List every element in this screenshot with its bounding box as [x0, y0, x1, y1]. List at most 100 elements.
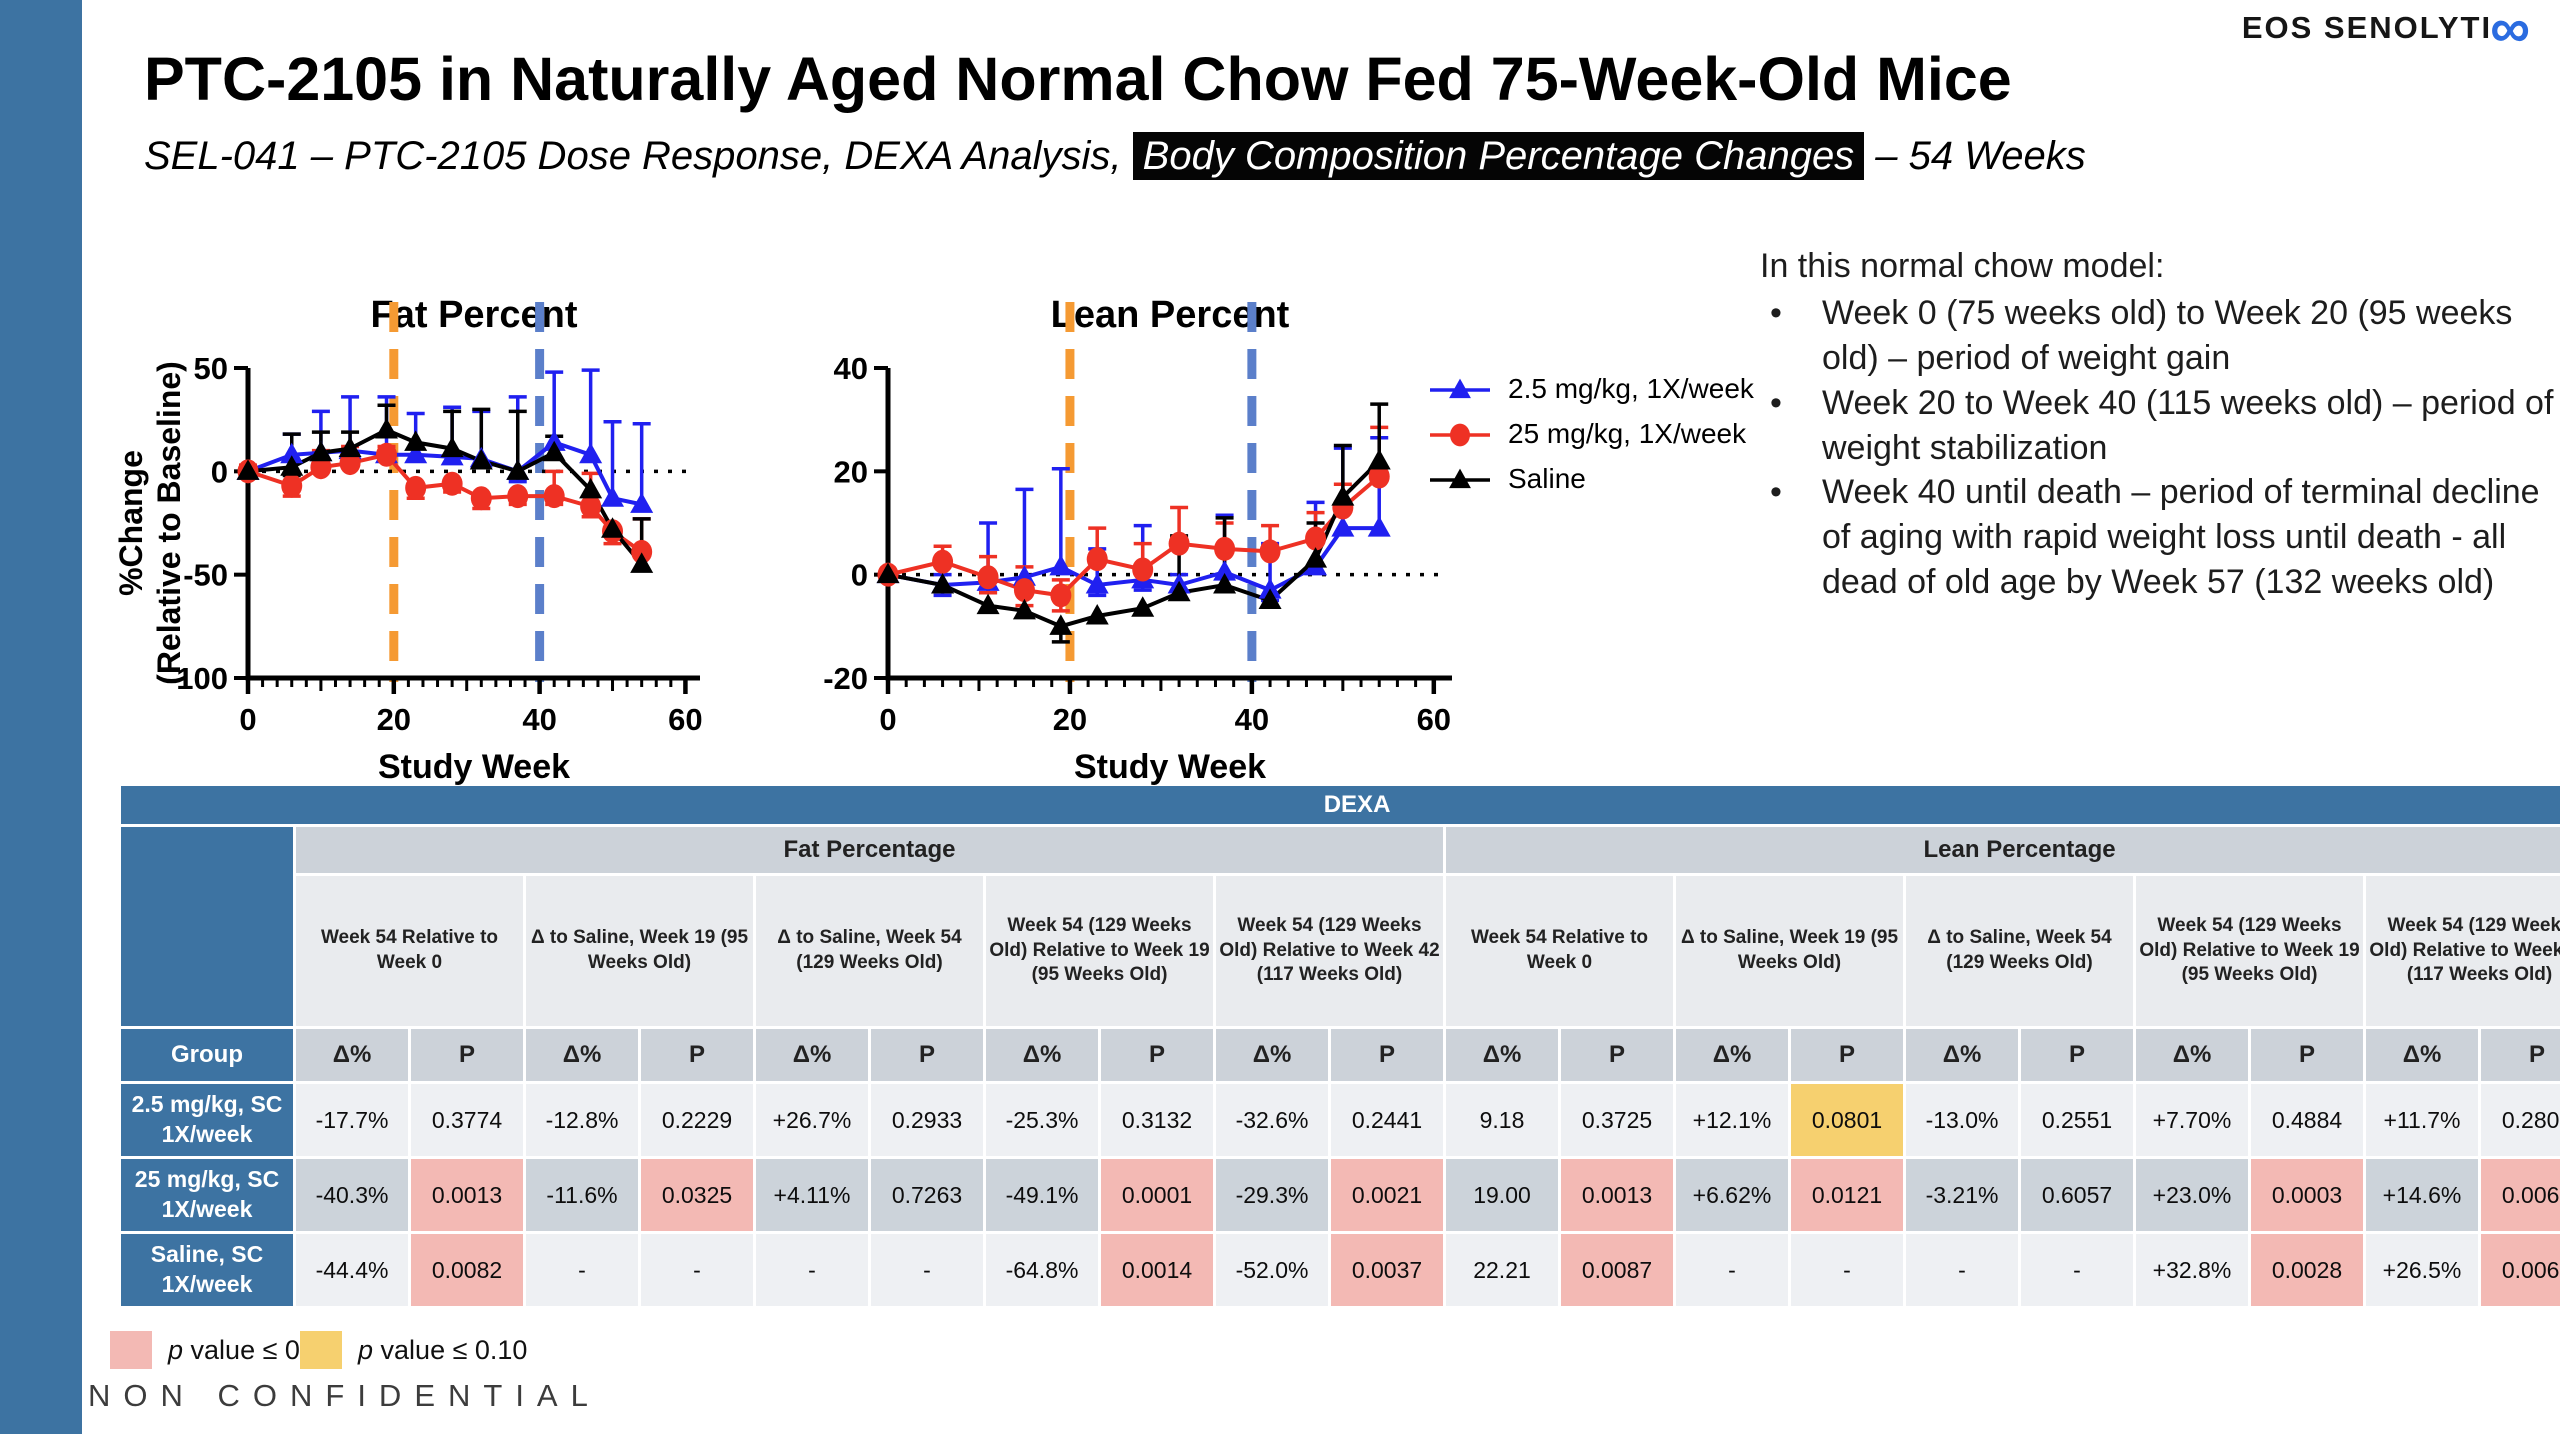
data-cell: -13.0% [1906, 1084, 2018, 1156]
table-subheader: Δ to Saline, Week 19 (95 Weeks Old) [1676, 876, 1903, 1026]
data-cell: +14.6% [2366, 1159, 2478, 1231]
table-row: 25 mg/kg, SC 1X/week -40.3% 0.0013 -11.6% 0.… [121, 1159, 2560, 1231]
note-bullet: Week 20 to Week 40 (115 weeks old) – per… [1760, 381, 2560, 471]
p-header: P [1791, 1029, 1903, 1081]
table-corner-cell [121, 827, 293, 1026]
table-subheader: Week 54 Relative to Week 0 [296, 876, 523, 1026]
data-cell: - [756, 1234, 868, 1306]
p-italic: p [168, 1334, 184, 1365]
fat-percent-chart: Fat Percent 50 0 -50 -100 0 20 40 60 Study Week %C… [108, 285, 808, 790]
data-cell: 0.0082 [411, 1234, 523, 1306]
svg-text:Study Week: Study Week [1074, 748, 1266, 785]
svg-text:20: 20 [377, 702, 411, 737]
p-header: P [2251, 1029, 2363, 1081]
color-swatch [300, 1331, 342, 1369]
chart-fat-svg: Fat Percent 50 0 -50 -100 0 20 40 60 Study Week %C… [113, 294, 703, 786]
legend-item: Saline [1428, 456, 1754, 501]
data-cell: - [1676, 1234, 1788, 1306]
svg-text:40: 40 [522, 702, 556, 737]
table-subheader: Week 54 Relative to Week 0 [1446, 876, 1673, 1026]
delta-percent-header: Δ% [2136, 1029, 2248, 1081]
svg-text:Study Week: Study Week [378, 748, 570, 785]
data-cell: +12.1% [1676, 1084, 1788, 1156]
data-cell: - [1906, 1234, 2018, 1306]
data-cell: -3.21% [1906, 1159, 2018, 1231]
data-cell: 0.4884 [2251, 1084, 2363, 1156]
table-row: 2.5 mg/kg, SC 1X/week -17.7% 0.3774 -12.8% 0… [121, 1084, 2560, 1156]
data-cell: 0.2441 [1331, 1084, 1443, 1156]
svg-text:-20: -20 [823, 661, 868, 696]
p-header: P [1101, 1029, 1213, 1081]
subtitle-highlight: Body Composition Percentage Changes [1132, 132, 1865, 180]
data-cell: 0.2933 [871, 1084, 983, 1156]
data-cell: 0.3774 [411, 1084, 523, 1156]
table-subheader: Week 54 (129 Weeks Old) Relative to Week… [2366, 876, 2560, 1026]
data-cell: 0.0121 [1791, 1159, 1903, 1231]
table-subheader: Week 54 (129 Weeks Old) Relative to Week… [1216, 876, 1443, 1026]
data-cell: 0.3132 [1101, 1084, 1213, 1156]
legend-label: 2.5 mg/kg, 1X/week [1508, 372, 1754, 404]
data-cell: -11.6% [526, 1159, 638, 1231]
data-cell: 9.18 [1446, 1084, 1558, 1156]
delta-percent-header: Δ% [296, 1029, 408, 1081]
group-column-header: Group [121, 1029, 293, 1081]
notes-list: Week 0 (75 weeks old) to Week 20 (95 wee… [1760, 291, 2560, 605]
table-row: Saline, SC 1X/week -44.4% 0.0082- - - - -64.8%… [121, 1234, 2560, 1306]
table-subheader: Δ to Saline, Week 54 (129 Weeks Old) [1906, 876, 2133, 1026]
data-cell: 0.2551 [2021, 1084, 2133, 1156]
data-cell: +26.7% [756, 1084, 868, 1156]
data-cell: -32.6% [1216, 1084, 1328, 1156]
row-group-label: 2.5 mg/kg, SC 1X/week [121, 1084, 293, 1156]
svg-text:-50: -50 [183, 558, 228, 593]
table-subheader: Δ to Saline, Week 19 (95 Weeks Old) [526, 876, 753, 1026]
data-cell: -12.8% [526, 1084, 638, 1156]
p-header: P [2021, 1029, 2133, 1081]
data-cell: +4.11% [756, 1159, 868, 1231]
table-group-header: Lean Percentage [1446, 827, 2560, 873]
triangle-marker-icon [1430, 468, 1490, 488]
data-cell: +32.8% [2136, 1234, 2248, 1306]
data-cell: -25.3% [986, 1084, 1098, 1156]
data-cell: 0.0062 [2481, 1159, 2560, 1231]
row-group-label: 25 mg/kg, SC 1X/week [121, 1159, 293, 1231]
data-cell: -17.7% [296, 1084, 408, 1156]
svg-text:60: 60 [1417, 702, 1451, 737]
data-cell: -52.0% [1216, 1234, 1328, 1306]
legend-item: 2.5 mg/kg, 1X/week [1428, 366, 1754, 411]
svg-text:40: 40 [1235, 702, 1269, 737]
data-cell: -49.1% [986, 1159, 1098, 1231]
data-cell: -29.3% [1216, 1159, 1328, 1231]
company-logo: EOS SENOLYTI ∞ [2242, 0, 2530, 59]
data-cell: - [1791, 1234, 1903, 1306]
infinity-logo-icon: ∞ [2490, 0, 2530, 59]
p-header: P [2481, 1029, 2560, 1081]
p-value-key-item: p value ≤ 0.10 [300, 1331, 527, 1369]
data-cell: 0.0801 [1791, 1084, 1903, 1156]
p-header: P [411, 1029, 523, 1081]
p-header: P [641, 1029, 753, 1081]
p-value-key-label: p value ≤ 0.10 [358, 1334, 528, 1365]
page-title: PTC-2105 in Naturally Aged Normal Chow F… [144, 45, 2012, 113]
delta-percent-header: Δ% [756, 1029, 868, 1081]
delta-percent-header: Δ% [526, 1029, 638, 1081]
circle-marker-icon [1430, 423, 1490, 446]
data-cell: -64.8% [986, 1234, 1098, 1306]
data-cell: - [871, 1234, 983, 1306]
data-cell: 0.0028 [2251, 1234, 2363, 1306]
data-cell: 0.0087 [1561, 1234, 1673, 1306]
data-cell: 22.21 [1446, 1234, 1558, 1306]
data-cell: -40.3% [296, 1159, 408, 1231]
delta-percent-header: Δ% [1446, 1029, 1558, 1081]
triangle-marker-icon [1430, 378, 1490, 398]
notes-intro: In this normal chow model: [1760, 247, 2165, 285]
delta-percent-header: Δ% [1906, 1029, 2018, 1081]
left-accent-bar [0, 0, 82, 1434]
data-cell: - [526, 1234, 638, 1306]
color-swatch [110, 1331, 152, 1369]
data-cell: 0.0325 [641, 1159, 753, 1231]
data-cell: - [2021, 1234, 2133, 1306]
svg-text:%Change: %Change [113, 450, 149, 596]
data-cell: 0.6057 [2021, 1159, 2133, 1231]
